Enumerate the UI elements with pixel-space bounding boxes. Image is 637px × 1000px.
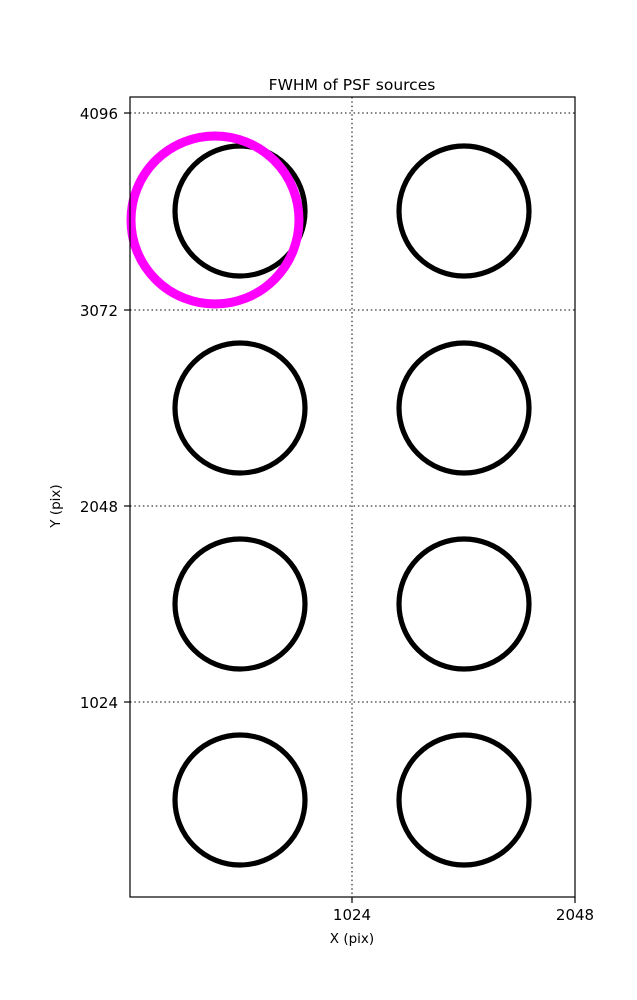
ytick-label-2048: 2048	[80, 498, 118, 516]
reference-circle-magenta	[126, 131, 304, 309]
x-axis-label: X (pix)	[330, 931, 374, 947]
ytick-label-1024: 1024	[80, 694, 118, 712]
y-axis-label: Y (pix)	[48, 484, 64, 528]
psf-source-circle	[172, 340, 308, 476]
xtick-label-1024: 1024	[333, 906, 371, 924]
psf-source-circle	[396, 340, 532, 476]
psf-source-circle	[172, 143, 308, 279]
chart-title: FWHM of PSF sources	[269, 76, 436, 94]
psf-source-circle	[172, 732, 308, 868]
psf-source-circle	[396, 143, 532, 279]
ytick-label-3072: 3072	[80, 302, 118, 320]
ytick-label-4096: 4096	[80, 105, 118, 123]
xtick-label-2048: 2048	[556, 906, 594, 924]
psf-source-circle	[396, 732, 532, 868]
psf-source-circle	[396, 536, 532, 672]
psf-source-circle	[172, 536, 308, 672]
